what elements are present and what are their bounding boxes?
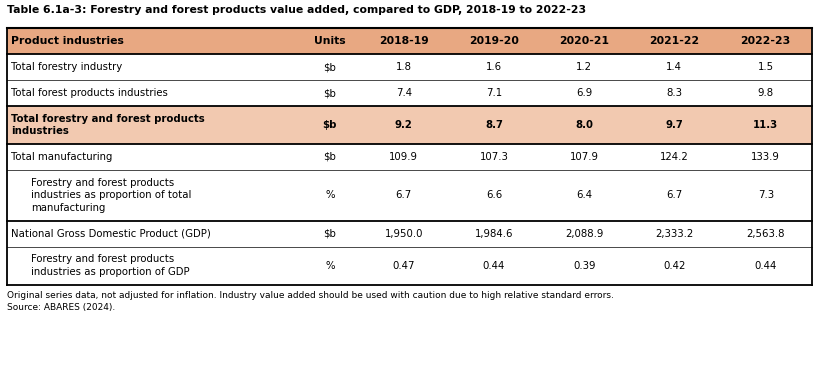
- Text: Units: Units: [314, 36, 346, 46]
- Text: Total forestry industry: Total forestry industry: [11, 62, 122, 72]
- Text: 6.4: 6.4: [576, 190, 592, 200]
- Text: 0.44: 0.44: [483, 261, 505, 271]
- Text: $b: $b: [324, 229, 337, 239]
- Text: 1.6: 1.6: [486, 62, 502, 72]
- Bar: [7, 170, 812, 221]
- Text: Total forestry and forest products
industries: Total forestry and forest products indus…: [11, 114, 205, 136]
- Text: 107.3: 107.3: [480, 152, 509, 162]
- Text: Total manufacturing: Total manufacturing: [11, 152, 112, 162]
- Text: 9.7: 9.7: [666, 120, 683, 130]
- Text: 6.7: 6.7: [396, 190, 412, 200]
- Bar: [7, 144, 812, 170]
- Text: 2020-21: 2020-21: [559, 36, 609, 46]
- Text: 6.7: 6.7: [666, 190, 682, 200]
- Text: 1,984.6: 1,984.6: [475, 229, 514, 239]
- Text: Total forest products industries: Total forest products industries: [11, 88, 168, 98]
- Text: 2022-23: 2022-23: [740, 36, 791, 46]
- Text: 6.9: 6.9: [576, 88, 592, 98]
- Text: 109.9: 109.9: [389, 152, 419, 162]
- Text: 2018-19: 2018-19: [379, 36, 428, 46]
- Text: 2,333.2: 2,333.2: [655, 229, 694, 239]
- Text: $b: $b: [323, 120, 337, 130]
- Text: Table 6.1a-3: Forestry and forest products value added, compared to GDP, 2018-19: Table 6.1a-3: Forestry and forest produc…: [7, 5, 586, 15]
- Text: $b: $b: [324, 88, 337, 98]
- Text: 6.6: 6.6: [486, 190, 502, 200]
- Text: National Gross Domestic Product (GDP): National Gross Domestic Product (GDP): [11, 229, 210, 239]
- Bar: [7, 80, 812, 106]
- Text: $b: $b: [324, 62, 337, 72]
- Text: 0.39: 0.39: [573, 261, 595, 271]
- Text: 1,950.0: 1,950.0: [385, 229, 423, 239]
- Text: 7.4: 7.4: [396, 88, 412, 98]
- Text: Source: ABARES (2024).: Source: ABARES (2024).: [7, 303, 115, 311]
- Text: 8.7: 8.7: [485, 120, 503, 130]
- Text: Product industries: Product industries: [11, 36, 124, 46]
- Text: $b: $b: [324, 152, 337, 162]
- Text: Original series data, not adjusted for inflation. Industry value added should be: Original series data, not adjusted for i…: [7, 291, 614, 300]
- Text: 1.5: 1.5: [758, 62, 774, 72]
- Bar: [7, 221, 812, 247]
- Text: Forestry and forest products
industries as proportion of GDP: Forestry and forest products industries …: [31, 254, 190, 277]
- Text: 0.44: 0.44: [754, 261, 777, 271]
- Text: 2,088.9: 2,088.9: [565, 229, 604, 239]
- Text: 11.3: 11.3: [753, 120, 778, 130]
- Text: 2019-20: 2019-20: [469, 36, 519, 46]
- Bar: [7, 28, 812, 54]
- Text: 9.8: 9.8: [758, 88, 774, 98]
- Text: 8.0: 8.0: [575, 120, 593, 130]
- Bar: [7, 106, 812, 144]
- Text: Forestry and forest products
industries as proportion of total
manufacturing: Forestry and forest products industries …: [31, 178, 192, 213]
- Text: 1.8: 1.8: [396, 62, 412, 72]
- Text: 1.4: 1.4: [667, 62, 682, 72]
- Text: 107.9: 107.9: [570, 152, 599, 162]
- Text: %: %: [325, 190, 334, 200]
- Text: 8.3: 8.3: [667, 88, 682, 98]
- Text: 2,563.8: 2,563.8: [746, 229, 785, 239]
- Text: 7.1: 7.1: [486, 88, 502, 98]
- Text: 1.2: 1.2: [577, 62, 592, 72]
- Text: 0.42: 0.42: [663, 261, 686, 271]
- Text: %: %: [325, 261, 334, 271]
- Text: 9.2: 9.2: [395, 120, 413, 130]
- Text: 2021-22: 2021-22: [649, 36, 699, 46]
- Bar: [7, 247, 812, 285]
- Text: 7.3: 7.3: [758, 190, 774, 200]
- Text: 133.9: 133.9: [751, 152, 781, 162]
- Text: 124.2: 124.2: [660, 152, 689, 162]
- Text: 0.47: 0.47: [392, 261, 415, 271]
- Bar: [7, 54, 812, 80]
